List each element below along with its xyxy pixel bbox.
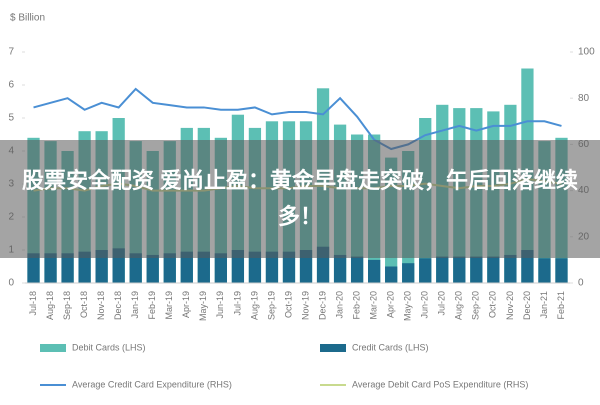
bar <box>27 253 40 283</box>
line <box>33 87 562 151</box>
bar <box>521 250 534 283</box>
bar <box>453 256 466 283</box>
bar <box>180 251 193 283</box>
x-tick-label: Nov-18 <box>96 291 106 320</box>
x-tick-label: Oct-19 <box>283 291 293 318</box>
x-tick-label: Jun-20 <box>420 291 430 319</box>
x-tick-label: Nov-19 <box>300 291 310 320</box>
x-tick-label: Jul-18 <box>28 291 38 316</box>
y-tick-label: 6 <box>8 80 14 91</box>
x-tick-label: Dec-20 <box>522 291 532 320</box>
bar <box>163 253 176 283</box>
bar <box>436 256 449 283</box>
bar <box>470 256 483 283</box>
legend-label: Average Debit Card PoS Expenditure (RHS) <box>352 379 528 389</box>
x-tick-label: Mar-19 <box>164 291 174 320</box>
x-tick-label: Mar-20 <box>369 291 379 320</box>
y2-tick-label: 0 <box>578 278 584 289</box>
x-tick-label: May-19 <box>198 291 208 321</box>
bar <box>368 259 381 283</box>
x-tick-label: Oct-20 <box>488 291 498 318</box>
bar <box>299 250 313 283</box>
legend-label: Debit Cards (LHS) <box>72 342 146 352</box>
x-tick-label: Aug-19 <box>249 291 259 320</box>
x-tick-label: Oct-18 <box>79 291 89 318</box>
bar <box>402 263 415 283</box>
x-tick-label: Jul-20 <box>437 291 447 316</box>
x-tick-label: Feb-21 <box>556 291 566 320</box>
y2-tick-label: 80 <box>578 93 590 104</box>
bar <box>538 258 551 283</box>
legend-swatch <box>40 344 66 352</box>
bar <box>231 250 245 283</box>
y-axis-label: $ Billion <box>10 13 45 24</box>
x-tick-label: Apr-19 <box>181 291 191 318</box>
x-tick-label: Jan-19 <box>130 291 140 319</box>
bar <box>419 258 432 283</box>
x-tick-label: Aug-18 <box>45 291 55 320</box>
y-tick-label: 7 <box>8 47 14 58</box>
bar <box>248 251 262 283</box>
x-tick-label: May-20 <box>403 291 413 321</box>
x-tick-label: Sep-20 <box>471 291 481 320</box>
y2-tick-label: 100 <box>578 47 595 58</box>
bar <box>282 251 296 283</box>
bar <box>95 250 108 283</box>
bar <box>61 253 74 283</box>
x-tick-label: Apr-20 <box>386 291 396 318</box>
x-tick-label: Aug-20 <box>454 291 464 320</box>
y-tick-label: 5 <box>8 113 14 124</box>
bar <box>78 251 91 283</box>
x-tick-label: Nov-20 <box>505 291 515 320</box>
bar <box>44 253 57 283</box>
x-tick-label: Jan-20 <box>334 291 344 319</box>
y-tick-label: 0 <box>8 278 14 289</box>
x-tick-label: Feb-20 <box>351 291 361 320</box>
bar <box>385 266 398 283</box>
bar <box>555 258 568 283</box>
bar <box>129 253 142 283</box>
bar <box>350 256 364 283</box>
x-tick-label: Jan-21 <box>539 291 549 319</box>
bar <box>487 256 500 283</box>
legend-label: Credit Cards (LHS) <box>352 342 429 352</box>
bar <box>265 251 279 283</box>
x-tick-label: Dec-18 <box>113 291 123 320</box>
bar <box>197 251 210 283</box>
bar <box>146 254 159 283</box>
legend-label: Average Credit Card Expenditure (RHS) <box>72 379 232 389</box>
x-tick-label: Jun-19 <box>215 291 225 319</box>
x-tick-label: Dec-19 <box>317 291 327 320</box>
legend-swatch <box>320 344 346 352</box>
x-tick-label: Sep-18 <box>62 291 72 320</box>
bar <box>504 254 517 283</box>
bar <box>214 253 227 283</box>
x-tick-label: Feb-19 <box>147 291 157 320</box>
x-tick-label: Jul-19 <box>232 291 242 316</box>
x-tick-label: Sep-19 <box>266 291 276 320</box>
bar <box>333 254 347 283</box>
banner: 股票安全配资 爱尚止盈：黄金早盘走突破，午后回落继续多！ <box>0 140 600 258</box>
